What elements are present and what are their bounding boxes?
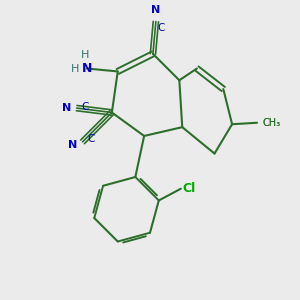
Text: H: H bbox=[70, 64, 79, 74]
Text: N: N bbox=[62, 103, 71, 113]
Text: CH₃: CH₃ bbox=[262, 118, 280, 128]
Text: Cl: Cl bbox=[182, 182, 196, 195]
Text: N: N bbox=[151, 5, 160, 15]
Text: C: C bbox=[87, 134, 94, 144]
Text: N: N bbox=[82, 62, 92, 75]
Text: C: C bbox=[157, 23, 165, 33]
Text: N: N bbox=[68, 140, 77, 150]
Text: CH₃: CH₃ bbox=[262, 118, 280, 128]
Text: C: C bbox=[81, 102, 88, 112]
Text: H: H bbox=[81, 50, 90, 60]
